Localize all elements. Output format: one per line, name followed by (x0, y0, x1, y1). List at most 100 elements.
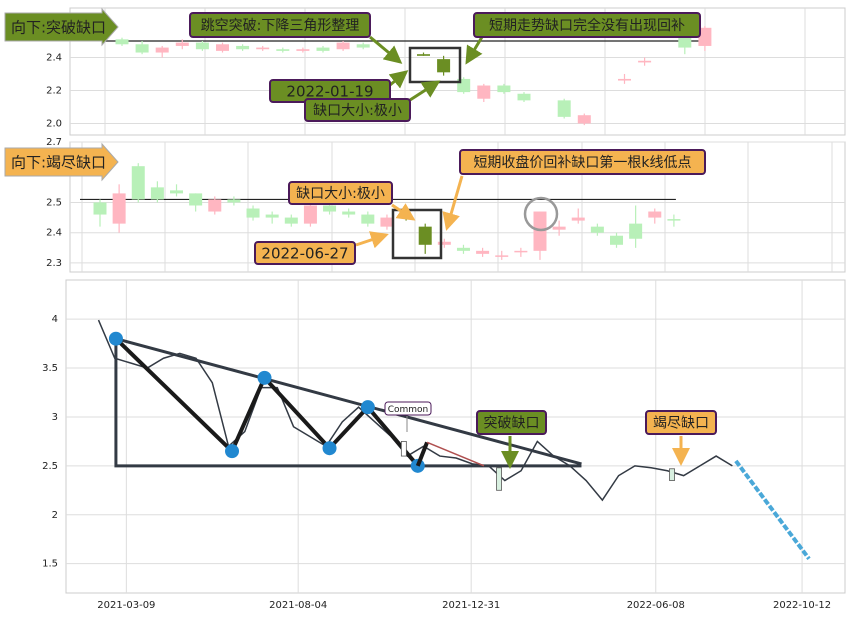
candle-body (517, 93, 531, 101)
panel (69, 7, 846, 136)
annotation-box (189, 12, 371, 38)
candle-body (323, 205, 337, 212)
gap-frame (391, 208, 443, 260)
candle-body (131, 166, 145, 200)
candle-body (175, 42, 189, 46)
series-line (426, 441, 485, 467)
annotation-box (254, 241, 356, 265)
x-tick-label: 2022-06-08 (627, 600, 685, 611)
annotation-box (473, 12, 701, 38)
series-line (97, 319, 733, 502)
gap-box (496, 467, 502, 491)
panel (65, 279, 846, 594)
candle-body (667, 219, 681, 221)
x-tick-label: 2022-10-12 (773, 600, 831, 611)
candle-body (477, 85, 491, 99)
candle-body (497, 85, 511, 93)
candle-body (284, 217, 298, 224)
candle-body (208, 199, 222, 212)
annotation-text: 缺口大小:极小 (313, 103, 402, 119)
y-tick-label: 3 (52, 412, 58, 423)
gap-box (669, 468, 675, 481)
candle-body (93, 202, 107, 215)
annotation-text: 短期走势缺口完全没有出现回补 (489, 17, 685, 34)
candle-body (552, 226, 566, 230)
candle-body (476, 250, 490, 254)
y-tick-label: 2.4 (46, 52, 62, 63)
arrow (465, 36, 484, 65)
x-tick-label: 2021-08-04 (269, 600, 327, 611)
annotation-text: 短期收盘价回补缺口第一根k线低点 (473, 154, 691, 171)
candle-body (170, 190, 184, 194)
annotation-box (304, 98, 411, 122)
tag-arrow (4, 142, 119, 182)
y-tick-label: 2.5 (46, 197, 62, 208)
annotation-box (645, 410, 717, 435)
candle-body (577, 115, 591, 124)
highlight-circle (523, 196, 559, 232)
candle-body (514, 250, 528, 253)
y-tick-label: 2.0 (46, 118, 62, 129)
pivot-point (360, 400, 375, 415)
candle-body (356, 44, 370, 48)
candle-body (155, 47, 169, 53)
annotation-text: 向下:竭尽缺口 (11, 154, 106, 172)
pivot-point (225, 444, 240, 459)
candle-body (638, 60, 652, 63)
candle-body (698, 27, 712, 46)
series-line (114, 337, 420, 468)
candle-body (618, 78, 631, 81)
annotation-box (476, 410, 547, 435)
series-line (415, 441, 429, 467)
pivot-point (108, 331, 123, 346)
candle-body (418, 226, 432, 245)
candle-body (495, 255, 509, 257)
candle-body (557, 100, 571, 117)
annotation-box (384, 401, 432, 416)
candle-body (256, 47, 270, 50)
y-tick-label: 2.5 (42, 461, 58, 472)
candle-body (246, 208, 260, 218)
candle-body (336, 42, 350, 50)
pivot-point (322, 441, 337, 456)
annotation-text: Common (388, 405, 429, 415)
candle-body (380, 217, 394, 227)
arrow (409, 80, 441, 102)
annotation-text: 2022-01-19 (286, 83, 373, 101)
pivot-point (257, 370, 272, 385)
candle-body (112, 193, 126, 224)
candle-body (316, 47, 330, 51)
annotation-text: 2022-06-27 (261, 245, 348, 263)
arrow (355, 231, 389, 249)
candle-body (296, 49, 310, 51)
candle-body (417, 54, 430, 56)
candle-body (115, 39, 129, 45)
arrow (369, 35, 403, 64)
annotation-text: 突破缺口 (484, 416, 540, 432)
arrow (388, 70, 409, 89)
y-tick-label: 2.7 (46, 137, 62, 148)
gap-box (400, 440, 407, 457)
candle-body (342, 211, 356, 215)
candle-body (276, 49, 290, 51)
y-tick-label: 2.2 (46, 85, 62, 96)
candle-body (303, 205, 317, 224)
arrow (442, 175, 464, 231)
candle-body (361, 214, 375, 224)
candle-body (456, 247, 470, 251)
arrow (391, 203, 416, 221)
candle-body (227, 199, 241, 203)
candle-body (678, 36, 692, 48)
y-tick-label: 3.5 (42, 363, 58, 374)
annotation-text: 缺口大小:极小 (296, 186, 385, 202)
candle-body (629, 223, 643, 239)
annotation-box (459, 149, 706, 175)
candle-body (216, 44, 229, 51)
candle-body (437, 241, 451, 245)
x-tick-label: 2021-12-31 (442, 600, 500, 611)
candle-body (610, 235, 624, 245)
candle-body (135, 44, 149, 53)
series-line (114, 336, 582, 468)
candle-body (265, 214, 279, 218)
